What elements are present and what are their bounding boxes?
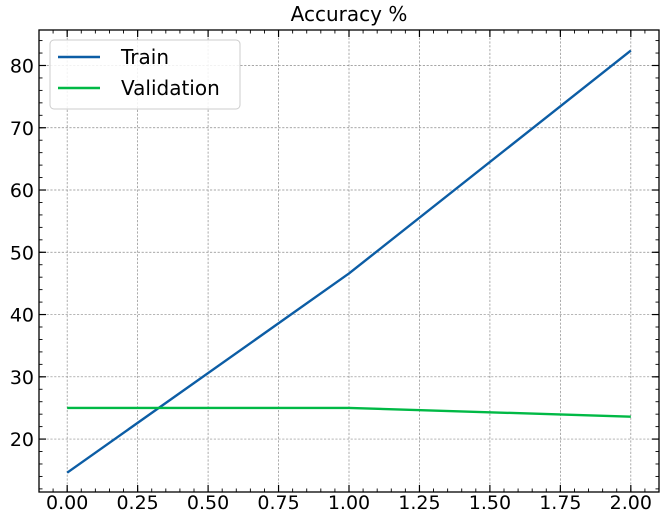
x-tick-label: 0.00 [46,492,88,514]
x-tick-label: 0.25 [116,492,158,514]
y-tick-label: 30 [10,367,34,389]
plot-frame [38,29,660,493]
y-tick-label: 60 [10,180,34,202]
chart-title: Accuracy % [291,2,408,26]
y-tick-labels: 20 30 40 50 60 70 80 [10,55,34,451]
x-tick-label: 1.75 [539,492,581,514]
series-lines [66,49,632,474]
x-tick-label: 0.75 [257,492,299,514]
legend: Train Validation [49,39,241,110]
x-tick-label: 2.00 [610,492,652,514]
x-tick-label: 0.50 [187,492,229,514]
y-tick-label: 50 [10,242,34,264]
x-tick-label: 1.00 [328,492,370,514]
legend-label-validation: Validation [121,76,220,100]
x-tick-label: 1.25 [398,492,440,514]
train-series-line [66,49,632,474]
y-tick-label: 80 [10,55,34,77]
y-tick-label: 70 [10,118,34,140]
x-tick-labels: 0.00 0.25 0.50 0.75 1.00 1.25 1.50 1.75 2.00 [46,492,652,514]
y-tick-label: 20 [10,429,34,451]
legend-label-train: Train [120,45,169,69]
x-tick-label: 1.50 [469,492,511,514]
validation-series-line [67,406,631,418]
y-tick-label: 40 [10,305,34,327]
